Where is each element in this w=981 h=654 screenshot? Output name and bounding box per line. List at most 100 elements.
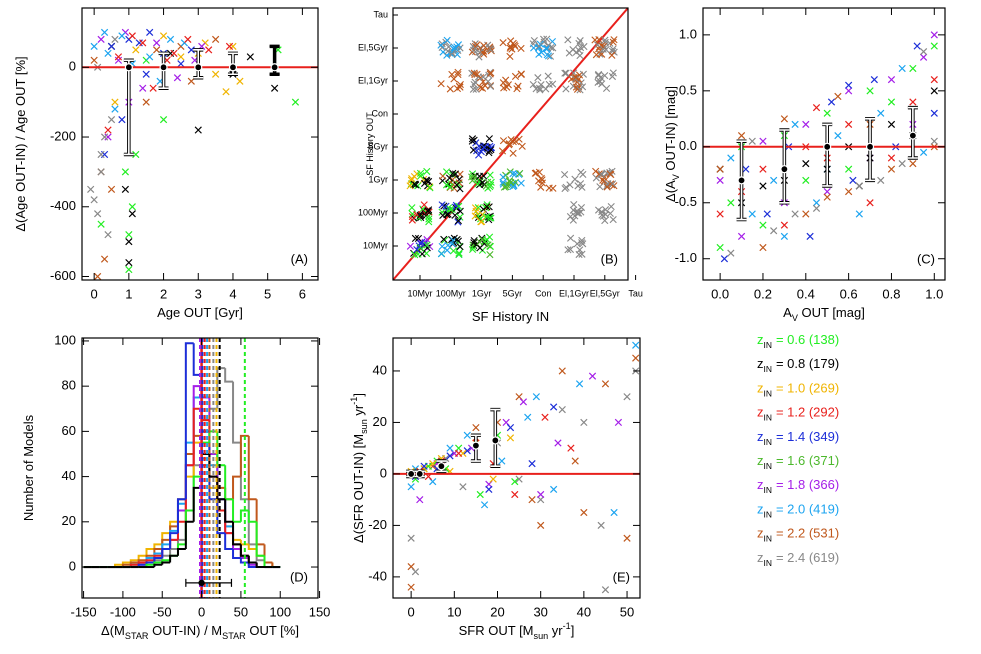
point — [528, 459, 536, 468]
histogram-step — [247, 555, 257, 564]
point — [177, 60, 185, 68]
cross — [592, 51, 600, 59]
point — [930, 137, 938, 145]
point — [118, 115, 126, 124]
legend-symbol: z — [757, 381, 764, 396]
error-bar — [123, 58, 134, 157]
legend-text: = 1.0 (269) — [776, 381, 839, 396]
point — [802, 159, 810, 168]
cross — [570, 200, 578, 209]
point — [480, 501, 489, 509]
error-bar-dot — [198, 579, 205, 587]
cross — [544, 72, 552, 80]
legend-subscript: IN — [764, 413, 772, 423]
cross — [468, 137, 476, 145]
error-bar-dot — [270, 63, 279, 72]
cross — [442, 168, 451, 176]
histogram-step — [176, 498, 186, 534]
label-part: sun — [359, 419, 369, 434]
histogram-step — [239, 557, 249, 564]
point — [194, 126, 202, 134]
point — [97, 220, 105, 228]
axis-label: Number of Models — [21, 414, 36, 521]
cross — [483, 201, 491, 209]
cross — [601, 216, 609, 225]
point — [887, 165, 896, 173]
point — [791, 210, 799, 218]
histogram-step — [216, 453, 226, 501]
point — [567, 444, 575, 452]
point — [855, 210, 863, 218]
cross — [423, 167, 431, 176]
cross — [420, 201, 428, 209]
cross — [542, 45, 550, 53]
legend-text: = 1.4 (349) — [776, 429, 839, 444]
y-tick-label: 40 — [373, 362, 387, 377]
legend-entry: zIN = 0.6 (138) — [757, 332, 839, 350]
histogram-step — [247, 544, 257, 550]
y-tick-label: 40 — [62, 468, 76, 483]
cross — [419, 205, 427, 213]
histogram-step — [247, 555, 257, 564]
histogram-step — [239, 509, 249, 522]
point — [834, 92, 842, 101]
cross — [603, 183, 611, 191]
point — [100, 255, 109, 263]
cross — [406, 182, 414, 190]
legend-text: = 0.8 (179) — [776, 357, 839, 372]
point — [812, 103, 821, 112]
point — [845, 120, 853, 129]
histogram-step — [169, 538, 178, 549]
y-tick-label: Con — [371, 108, 388, 118]
point — [802, 210, 810, 218]
label-part: SF History OUT — [365, 112, 375, 176]
point — [111, 35, 119, 44]
histogram-step — [255, 521, 265, 557]
cross — [452, 201, 460, 209]
cross — [499, 178, 507, 186]
point — [877, 109, 885, 117]
histogram-step — [184, 520, 194, 549]
axis-label: AV OUT [mag] — [783, 305, 865, 323]
cross — [476, 238, 484, 246]
y-tick-label: 1Gyr — [368, 174, 388, 184]
x-tick-label: 1Gyr — [472, 288, 492, 298]
cross — [537, 183, 545, 191]
axis-label: Δ(Age OUT-IN) / Age OUT [%] — [13, 56, 28, 231]
point — [898, 64, 906, 73]
point — [575, 380, 584, 388]
cross — [566, 234, 575, 242]
cross — [509, 182, 517, 191]
cross — [417, 172, 425, 180]
cross — [456, 243, 464, 251]
cluster — [437, 36, 464, 59]
point — [87, 185, 95, 193]
cross — [413, 246, 421, 254]
legend-entry: zIN = 2.0 (419) — [757, 502, 839, 520]
cluster — [498, 135, 526, 157]
plot-layer — [393, 8, 628, 280]
histogram-step — [232, 499, 241, 523]
cross — [408, 216, 416, 224]
point — [571, 457, 579, 465]
point — [791, 120, 799, 129]
histogram-step — [232, 475, 241, 500]
y-tick-label: 5Gyr — [368, 141, 388, 151]
point — [125, 258, 133, 267]
point — [823, 109, 831, 117]
cross — [411, 251, 419, 259]
cross — [577, 168, 585, 176]
cross — [597, 73, 605, 82]
x-tick-label: 1.0 — [925, 286, 943, 301]
label-part: STAR — [222, 631, 246, 641]
point — [909, 98, 917, 106]
error-bar-dot — [737, 176, 746, 185]
point — [623, 534, 631, 542]
legend-symbol: z — [757, 502, 764, 517]
x-tick-label: -100 — [110, 604, 136, 619]
point — [114, 56, 123, 64]
histogram-step — [263, 544, 273, 564]
cross — [455, 82, 464, 90]
cross — [482, 213, 491, 221]
point — [845, 187, 853, 196]
